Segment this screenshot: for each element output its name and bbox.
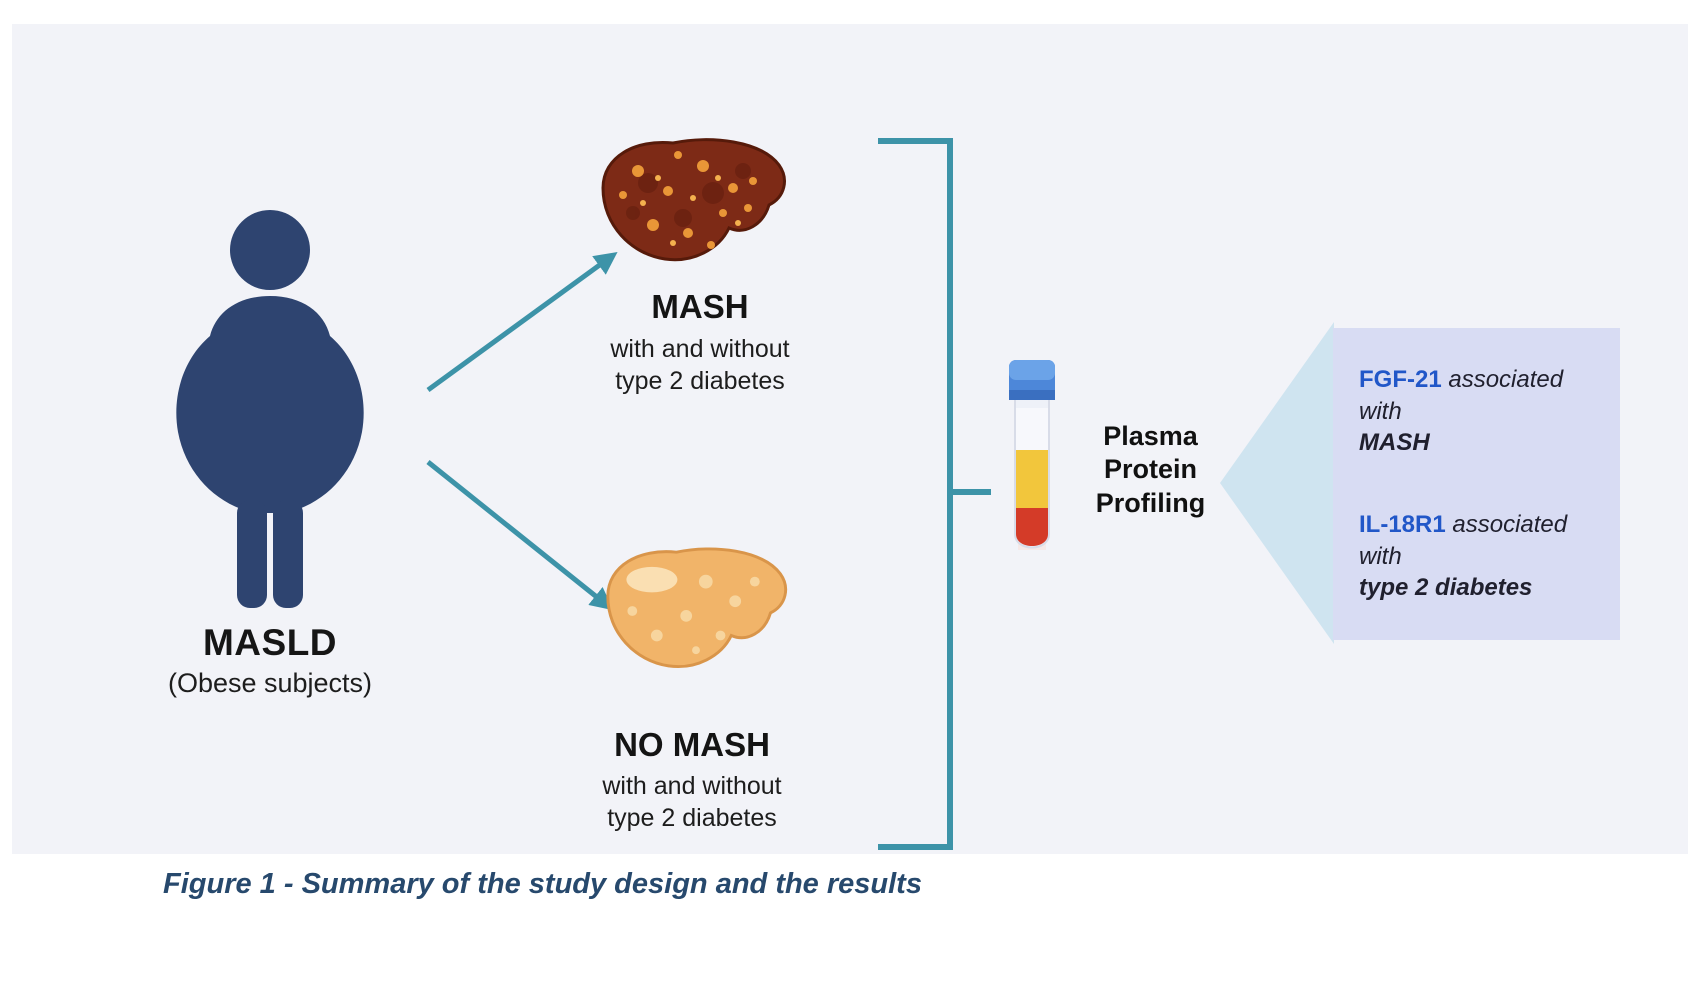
branch-no-mash-subtitle-2: type 2 diabetes <box>607 804 777 832</box>
plasma-line-1: Plasma <box>1103 421 1198 451</box>
protein-marker-fgf21: FGF-21 <box>1359 366 1442 393</box>
blood-tube-icon <box>1009 360 1055 550</box>
mash-liver-icon <box>601 138 786 262</box>
branch-mash-subtitle-2: type 2 diabetes <box>615 367 785 395</box>
person-icon <box>176 210 364 608</box>
cohort-sublabel: (Obese subjects) <box>167 668 373 698</box>
result-item-fgf21: FGF-21 associated with MASH <box>1359 364 1594 459</box>
plasma-profiling-label: Plasma Protein Profiling <box>1068 420 1233 520</box>
result-target-1: MASH <box>1359 429 1430 457</box>
plasma-line-2: Protein <box>1103 454 1197 485</box>
branch-no-mash-subtitle-1: with and without <box>602 772 782 800</box>
branch-mash-subtitle-1: with and without <box>610 335 790 363</box>
result-association-text-1: associated with <box>1359 366 1564 425</box>
protein-marker-il18r1: IL-18R1 <box>1359 511 1446 539</box>
result-item-il18r1: IL-18R1 associated with type 2 diabetes <box>1359 509 1594 604</box>
result-association-text-2: associated with <box>1359 511 1568 570</box>
results-box: FGF-21 associated with MASH IL-18R1 asso… <box>1333 328 1620 640</box>
plasma-line-3: Profiling <box>1095 487 1206 518</box>
branch-mash-title: MASH <box>651 288 749 325</box>
branch-no-mash-title: NO MASH <box>614 726 770 763</box>
figure-caption: Figure 1 - Summary of the study design a… <box>163 868 922 900</box>
cohort-label: MASLD <box>202 622 338 663</box>
healthy-liver-icon <box>606 547 788 669</box>
result-target-2: type 2 diabetes <box>1359 574 1533 602</box>
